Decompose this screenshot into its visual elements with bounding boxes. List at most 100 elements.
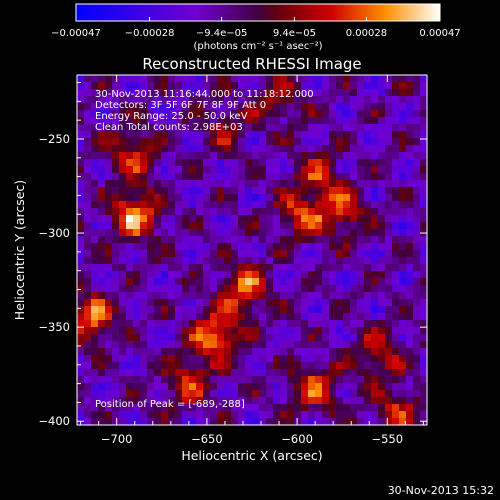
heatmap-cell — [392, 75, 400, 83]
heatmap-cell — [420, 243, 427, 251]
heatmap-cell — [378, 257, 386, 265]
heatmap-cell — [315, 131, 323, 139]
heatmap-cell — [308, 201, 316, 209]
heatmap-cell — [231, 229, 239, 237]
heatmap-cell — [105, 187, 113, 195]
heatmap-cell — [147, 110, 155, 118]
heatmap-cell — [147, 285, 155, 293]
heatmap-cell — [343, 243, 351, 251]
heatmap-cell — [371, 327, 379, 335]
heatmap-cell — [350, 334, 358, 342]
heatmap-cell — [273, 82, 281, 90]
heatmap-cell — [399, 96, 407, 104]
heatmap-cell — [350, 89, 358, 97]
heatmap-cell — [196, 159, 204, 167]
heatmap-cell — [91, 390, 99, 398]
heatmap-cell — [252, 82, 260, 90]
heatmap-cell — [168, 292, 176, 300]
heatmap-cell — [140, 229, 148, 237]
heatmap-cell — [378, 327, 386, 335]
heatmap-cell — [98, 96, 106, 104]
heatmap-cell — [119, 159, 127, 167]
heatmap-cell — [315, 124, 323, 132]
heatmap-cell — [105, 159, 113, 167]
heatmap-cell — [77, 264, 85, 272]
heatmap-cell — [84, 341, 92, 349]
heatmap-cell — [161, 103, 169, 111]
heatmap-cell — [301, 341, 309, 349]
heatmap-cell — [238, 369, 246, 377]
heatmap-cell — [329, 334, 337, 342]
heatmap-cell — [308, 208, 316, 216]
heatmap-cell — [217, 313, 225, 321]
heatmap-cell — [273, 397, 281, 405]
heatmap-cell — [294, 299, 302, 307]
heatmap-cell — [175, 152, 183, 160]
heatmap-cell — [133, 89, 141, 97]
heatmap-cell — [203, 313, 211, 321]
heatmap-cell — [343, 82, 351, 90]
heatmap-cell — [224, 362, 232, 370]
heatmap-cell — [343, 390, 351, 398]
heatmap-cell — [364, 131, 372, 139]
heatmap-cell — [91, 215, 99, 223]
heatmap-cell — [168, 313, 176, 321]
heatmap-cell — [77, 376, 85, 384]
heatmap-cell — [294, 96, 302, 104]
heatmap-cell — [413, 292, 421, 300]
heatmap-cell — [343, 180, 351, 188]
heatmap-cell — [308, 82, 316, 90]
heatmap-cell — [252, 250, 260, 258]
heatmap-cell — [147, 159, 155, 167]
heatmap-cell — [308, 306, 316, 314]
heatmap-cell — [168, 194, 176, 202]
heatmap-cell — [392, 271, 400, 279]
heatmap-cell — [126, 103, 134, 111]
heatmap-cell — [329, 292, 337, 300]
heatmap-cell — [259, 208, 267, 216]
heatmap-cell — [147, 299, 155, 307]
heatmap-cell — [350, 278, 358, 286]
heatmap-cell — [105, 313, 113, 321]
heatmap-cell — [392, 299, 400, 307]
heatmap-cell — [287, 222, 295, 230]
heatmap-cell — [112, 222, 120, 230]
heatmap-cell — [273, 208, 281, 216]
heatmap-cell — [133, 285, 141, 293]
heatmap-cell — [413, 348, 421, 356]
heatmap-cell — [203, 117, 211, 125]
heatmap-cell — [252, 159, 260, 167]
heatmap-cell — [329, 390, 337, 398]
heatmap-cell — [147, 404, 155, 412]
heatmap-cell — [308, 138, 316, 146]
heatmap-cell — [119, 383, 127, 391]
heatmap-cell — [252, 222, 260, 230]
heatmap-cell — [315, 306, 323, 314]
heatmap-cell — [413, 159, 421, 167]
heatmap-cell — [280, 124, 288, 132]
heatmap-cell — [266, 334, 274, 342]
heatmap-cell — [231, 152, 239, 160]
heatmap-cell — [175, 96, 183, 104]
heatmap-cell — [357, 369, 365, 377]
heatmap-cell — [350, 320, 358, 328]
heatmap-cell — [287, 152, 295, 160]
heatmap-cell — [189, 383, 197, 391]
heatmap-cell — [315, 215, 323, 223]
heatmap-cell — [189, 404, 197, 412]
heatmap-cell — [329, 117, 337, 125]
heatmap-cell — [133, 215, 141, 223]
heatmap-cell — [196, 369, 204, 377]
heatmap-cell — [98, 243, 106, 251]
heatmap-cell — [259, 124, 267, 132]
heatmap-cell — [364, 110, 372, 118]
heatmap-cell — [119, 334, 127, 342]
heatmap-cell — [98, 180, 106, 188]
heatmap-cell — [266, 418, 274, 425]
heatmap-cell — [203, 138, 211, 146]
heatmap-cell — [84, 285, 92, 293]
heatmap-cell — [364, 103, 372, 111]
heatmap-cell — [322, 103, 330, 111]
heatmap-cell — [231, 75, 239, 83]
